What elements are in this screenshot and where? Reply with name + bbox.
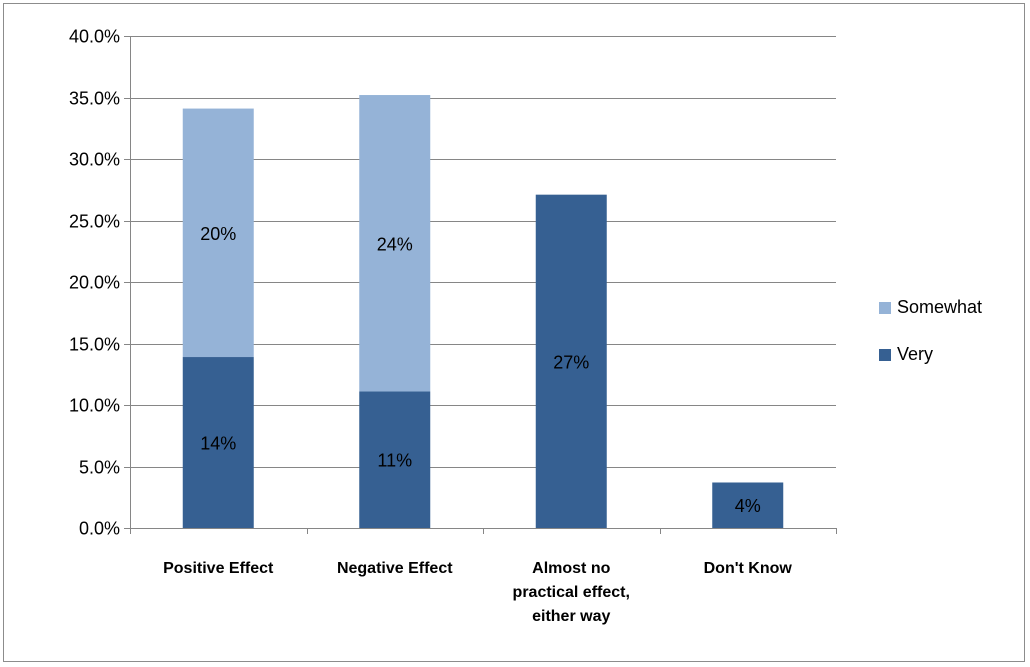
axes: 0.0% 5.0% 10.0% 15.0% 20.0% 25.0% 30.0% 35.0% 40… [69, 27, 837, 625]
bar-very [535, 194, 607, 529]
legend-label-somewhat: Somewhat [897, 297, 982, 317]
data-label: 14% [200, 434, 236, 454]
x-category-label: Don't Know [704, 560, 793, 577]
x-category-label: Positive Effect [163, 560, 274, 577]
bar-very [359, 391, 431, 528]
legend-swatch-somewhat [879, 302, 891, 314]
data-label: 4% [735, 496, 761, 516]
x-category-label: Almost no [532, 560, 610, 577]
bar-somewhat [359, 95, 431, 392]
data-label: 20% [200, 224, 236, 244]
legend: Somewhat Very [879, 297, 982, 364]
data-label: 24% [377, 234, 413, 254]
x-category-label: practical effect, [513, 584, 630, 601]
y-tick-label: 0.0% [79, 519, 120, 539]
data-label: 11% [377, 451, 412, 471]
bar-very [712, 482, 784, 528]
x-category-label: either way [532, 608, 610, 625]
y-tick-label: 10.0% [69, 396, 120, 416]
legend-label-very: Very [897, 344, 933, 364]
bar-very [182, 357, 254, 528]
y-tick-label: 15.0% [69, 335, 120, 355]
y-tick-label: 25.0% [69, 212, 120, 232]
data-labels: 14% 20% 11% 24% 27% 4% [200, 224, 761, 516]
y-tick-label: 40.0% [69, 27, 120, 47]
legend-swatch-very [879, 349, 891, 361]
bar-somewhat [182, 108, 254, 358]
data-label: 27% [553, 352, 589, 372]
chart-frame [3, 3, 1025, 662]
bars [182, 95, 784, 529]
y-tick-label: 35.0% [69, 89, 120, 109]
x-category-label: Negative Effect [337, 560, 453, 577]
y-tick-label: 20.0% [69, 273, 120, 293]
y-tick-label: 5.0% [79, 458, 120, 478]
y-tick-label: 30.0% [69, 150, 120, 170]
